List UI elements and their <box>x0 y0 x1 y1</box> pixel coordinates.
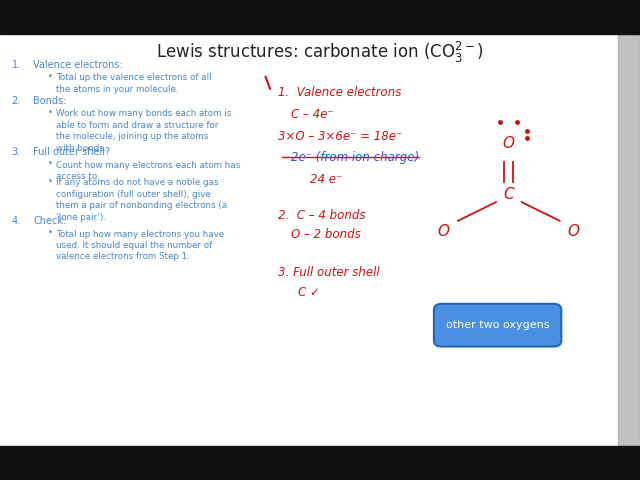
Text: C ✓: C ✓ <box>298 286 319 299</box>
Text: 1.  Valence electrons: 1. Valence electrons <box>278 86 402 99</box>
Text: 3. Full outer shell: 3. Full outer shell <box>278 266 380 279</box>
Text: 3.: 3. <box>12 147 20 157</box>
Text: O: O <box>438 224 450 239</box>
Text: C – 4e⁻: C – 4e⁻ <box>291 108 334 121</box>
Text: Total up the valence electrons of all
the atoms in your molecule.: Total up the valence electrons of all th… <box>56 73 212 94</box>
Text: Full outer shell?: Full outer shell? <box>33 147 111 157</box>
Text: Work out how many bonds each atom is
able to form and draw a structure for
the m: Work out how many bonds each atom is abl… <box>56 109 232 153</box>
Text: 2.: 2. <box>12 96 20 106</box>
Text: C: C <box>504 187 514 202</box>
Text: 4.: 4. <box>12 216 20 226</box>
Text: Valence electrons:: Valence electrons: <box>33 60 123 70</box>
Text: 2e⁻ (from ion charge): 2e⁻ (from ion charge) <box>291 151 419 164</box>
Text: Total up how many electrons you have
used. It should equal the number of
valence: Total up how many electrons you have use… <box>56 229 225 262</box>
Text: O – 2 bonds: O – 2 bonds <box>291 228 361 241</box>
Text: 24 e⁻: 24 e⁻ <box>310 173 342 186</box>
Text: •: • <box>48 159 53 168</box>
Text: Bonds:: Bonds: <box>33 96 67 106</box>
Text: •: • <box>48 177 53 186</box>
Text: 1.: 1. <box>12 60 20 70</box>
FancyBboxPatch shape <box>434 304 561 347</box>
Text: other two oxygens: other two oxygens <box>446 320 549 330</box>
Bar <box>618 34 640 446</box>
Text: 3×O – 3×6e⁻ = 18e⁻: 3×O – 3×6e⁻ = 18e⁻ <box>278 130 403 143</box>
Bar <box>0 446 640 480</box>
Text: If any atoms do not have a noble gas
configuration (full outer shell), give
them: If any atoms do not have a noble gas con… <box>56 178 227 222</box>
Text: Lewis structures: carbonate ion (CO$_3^{2-}$): Lewis structures: carbonate ion (CO$_3^{… <box>156 40 484 65</box>
Text: •: • <box>48 72 53 81</box>
Text: Check:: Check: <box>33 216 67 226</box>
Text: O: O <box>503 136 515 152</box>
Text: O: O <box>568 224 580 239</box>
Bar <box>0 0 640 34</box>
Text: 2.  C – 4 bonds: 2. C – 4 bonds <box>278 209 366 222</box>
Text: •: • <box>48 228 53 237</box>
Text: Count how many electrons each atom has
access to.: Count how many electrons each atom has a… <box>56 161 241 181</box>
Text: •: • <box>48 108 53 117</box>
